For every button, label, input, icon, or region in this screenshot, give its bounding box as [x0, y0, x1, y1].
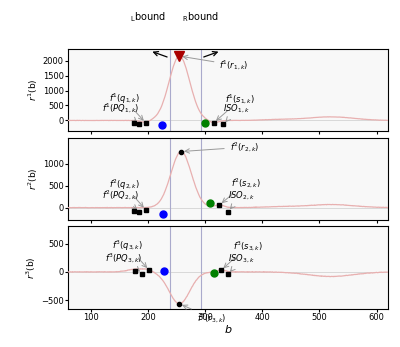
Text: $f^2(PQ_{2,k})$: $f^2(PQ_{2,k})$ [102, 188, 140, 209]
Text: $f^1(r_{1,k})$: $f^1(r_{1,k})$ [183, 55, 249, 72]
Text: $f^3(q_{3,k})$: $f^3(q_{3,k})$ [112, 239, 146, 267]
Text: $ISO_{2,k}$: $ISO_{2,k}$ [228, 190, 255, 209]
Y-axis label: $r^1$(b): $r^1$(b) [27, 78, 40, 101]
Text: $f^3(PQ_{3,k})$: $f^3(PQ_{3,k})$ [105, 251, 142, 271]
Text: $_{\rm L}$bound: $_{\rm L}$bound [130, 10, 166, 24]
Text: $f^1(PQ_{1,k})$: $f^1(PQ_{1,k})$ [102, 102, 140, 122]
Text: $f^1(q_{1,k})$: $f^1(q_{1,k})$ [108, 92, 143, 120]
Text: $ISO_{1,k}$: $ISO_{1,k}$ [224, 103, 250, 121]
Text: $f^1(s_{1,k})$: $f^1(s_{1,k})$ [217, 93, 255, 120]
Text: $_{\rm R}$bound: $_{\rm R}$bound [182, 10, 219, 24]
Y-axis label: $r^3$(b): $r^3$(b) [25, 256, 38, 279]
Text: $f^2(r_{2,k})$: $f^2(r_{2,k})$ [185, 140, 259, 154]
Y-axis label: $r^2$(b): $r^2$(b) [27, 168, 40, 190]
Text: $f^3(s_{3,k})$: $f^3(s_{3,k})$ [224, 239, 263, 268]
Text: $ISO_{3,k}$: $ISO_{3,k}$ [228, 253, 255, 271]
X-axis label: $b$: $b$ [224, 323, 232, 336]
Text: $f^2(s_{2,k})$: $f^2(s_{2,k})$ [222, 176, 261, 203]
Text: $f^3(r_{3,k})$: $f^3(r_{3,k})$ [183, 305, 226, 325]
Text: $f^2(q_{2,k})$: $f^2(q_{2,k})$ [108, 178, 143, 207]
